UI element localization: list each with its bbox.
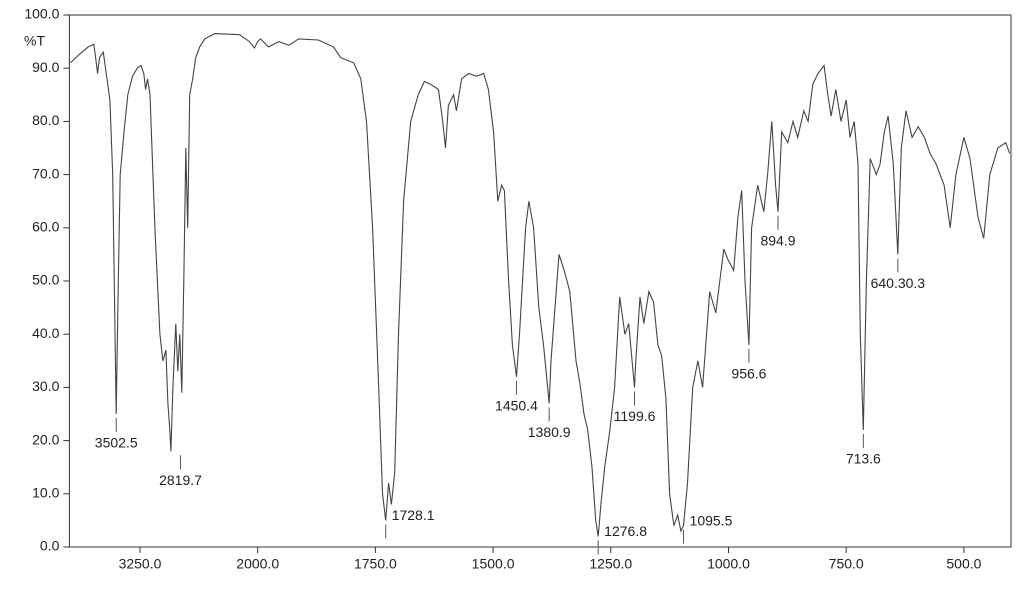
x-tick-label: 1750.0 <box>354 556 397 572</box>
peak-label: 1450.4 <box>495 397 538 413</box>
peak-label: 1276.8 <box>604 523 647 539</box>
y-tick-label: 0.0 <box>40 538 60 554</box>
peak-label: 1095.5 <box>690 512 733 528</box>
x-tick-label: 1500.0 <box>472 556 515 572</box>
y-tick-label: 80.0 <box>32 112 59 128</box>
y-tick-label: 20.0 <box>32 431 59 447</box>
x-tick-label: 2000.0 <box>236 556 279 572</box>
spectrum-line <box>70 33 1011 537</box>
y-tick-label: 50.0 <box>32 272 59 288</box>
x-tick-label: 750.0 <box>829 556 864 572</box>
peak-label: 1728.1 <box>392 507 435 523</box>
y-tick-label: 90.0 <box>32 59 59 75</box>
x-tick-label: 1000.0 <box>707 556 750 572</box>
peak-label: 894.9 <box>760 233 795 249</box>
y-tick-label: 30.0 <box>32 378 59 394</box>
peak-label: 640.30.3 <box>871 275 926 291</box>
x-tick-label: 1250.0 <box>589 556 632 572</box>
peak-label: 956.6 <box>731 366 766 382</box>
y-tick-label: 60.0 <box>32 219 59 235</box>
peak-label: 1380.9 <box>528 424 571 440</box>
peak-label: 713.6 <box>846 451 881 467</box>
x-tick-label: 500.0 <box>946 556 981 572</box>
peak-label: 2819.7 <box>159 472 202 488</box>
y-tick-label: 100.0 <box>24 6 59 22</box>
y-tick-label: 70.0 <box>32 165 59 181</box>
y-tick-label: 40.0 <box>32 325 59 341</box>
y-axis-label: %T <box>24 33 45 49</box>
peak-label: 1199.6 <box>614 408 656 424</box>
peak-label: 3502.5 <box>95 435 138 451</box>
y-tick-label: 10.0 <box>32 485 59 501</box>
x-tick-label: 3250.0 <box>119 556 162 572</box>
